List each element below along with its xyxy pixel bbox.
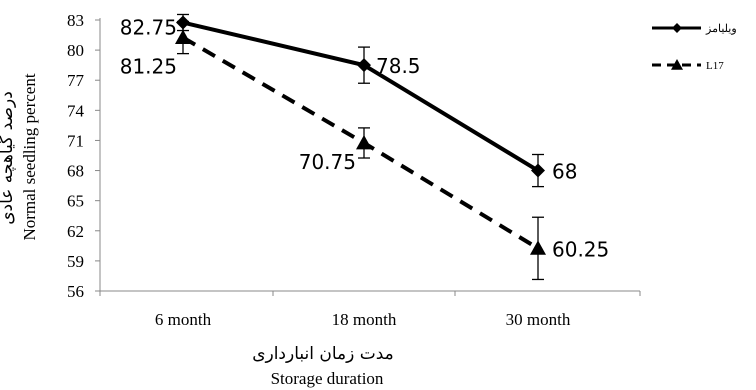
legend-marker-triangle bbox=[671, 59, 683, 70]
data-point-triangle bbox=[175, 29, 191, 44]
legend-marker-diamond bbox=[672, 23, 682, 33]
series-layer bbox=[175, 13, 546, 281]
y-ticks: 56 59 62 65 68 71 74 77 80 83 bbox=[67, 11, 100, 301]
data-point-diamond bbox=[357, 58, 371, 73]
legend-label: ویلیامز bbox=[705, 23, 737, 35]
x-axis-label-english: Storage duration bbox=[271, 369, 384, 388]
data-point-diamond bbox=[531, 163, 545, 178]
x-ticks: 6 month 18 month 30 month bbox=[99, 291, 641, 329]
data-label: 68 bbox=[552, 160, 577, 184]
y-tick-label: 77 bbox=[67, 71, 85, 90]
x-axis-label: مدت زمان انبارداری bbox=[252, 344, 394, 364]
x-tick-label: 30 month bbox=[506, 310, 571, 329]
y-tick-label: 65 bbox=[67, 192, 84, 211]
data-label: 60.25 bbox=[552, 237, 609, 261]
data-label: 70.75 bbox=[299, 150, 356, 174]
y-tick-label: 71 bbox=[67, 131, 84, 150]
y-tick-label: 80 bbox=[67, 41, 84, 60]
axes bbox=[99, 18, 640, 292]
data-label: 81.25 bbox=[120, 55, 177, 79]
data-label: 78.5 bbox=[376, 54, 421, 78]
y-tick-label: 62 bbox=[67, 222, 84, 241]
data-label: 82.75 bbox=[120, 16, 177, 40]
y-tick-label: 83 bbox=[67, 11, 84, 30]
y-tick-label: 74 bbox=[67, 101, 85, 120]
y-axis-label: درصد گیاهچه عادی bbox=[0, 91, 17, 225]
data-point-triangle bbox=[530, 240, 546, 255]
legend-label: L17 bbox=[706, 60, 724, 72]
x-tick-label: 18 month bbox=[332, 310, 397, 329]
y-tick-label: 59 bbox=[67, 252, 84, 271]
data-point-triangle bbox=[356, 134, 372, 150]
legend: ویلیامز L17 bbox=[652, 23, 737, 72]
y-tick-label: 56 bbox=[67, 282, 84, 301]
x-tick-label: 6 month bbox=[155, 310, 212, 329]
y-axis-label-english: Normal seedling percent bbox=[20, 73, 39, 240]
y-tick-label: 68 bbox=[67, 162, 84, 181]
data-labels: 82.75 78.5 68 81.25 70.75 60.25 bbox=[120, 16, 610, 262]
